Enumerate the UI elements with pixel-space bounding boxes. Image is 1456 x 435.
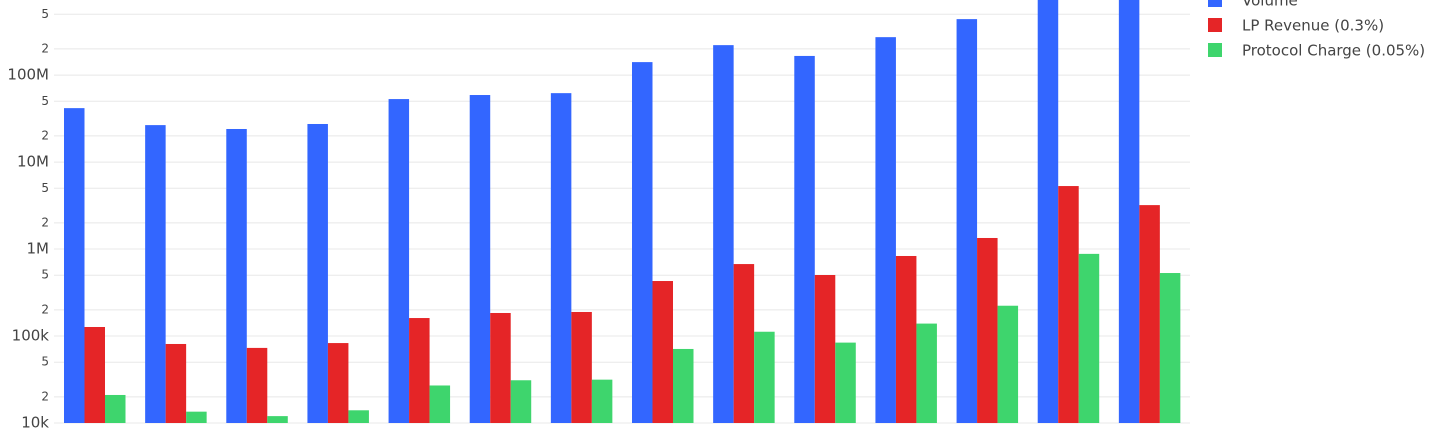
bar	[1078, 253, 1100, 423]
y-tick-label: 2	[41, 302, 49, 316]
bar	[469, 95, 491, 424]
bar	[246, 347, 268, 423]
bar	[591, 379, 613, 423]
y-tick-label: 5	[41, 355, 49, 369]
bar	[145, 125, 166, 423]
bar	[673, 348, 694, 423]
y-tick-label: 2	[41, 389, 49, 403]
bar	[429, 385, 451, 423]
bar	[64, 108, 85, 423]
y-tick-label: 2	[41, 128, 49, 142]
bar	[835, 342, 856, 423]
bar	[267, 416, 288, 423]
legend-swatch	[1208, 43, 1222, 57]
y-tick-label: 5	[41, 94, 49, 108]
y-tick-label: 100k	[12, 327, 50, 345]
bar	[1037, 0, 1059, 424]
y-tick-label: 5	[41, 181, 49, 195]
legend-label: Volume	[1242, 0, 1298, 10]
bar	[327, 343, 349, 423]
bar	[875, 37, 896, 424]
y-tick-label: 1M	[27, 240, 50, 258]
bar	[490, 312, 511, 423]
bar	[916, 323, 937, 423]
bar	[997, 305, 1019, 423]
bar	[409, 318, 430, 423]
y-tick-label: 2	[41, 215, 49, 229]
bar	[1139, 205, 1160, 423]
legend-swatch	[1208, 0, 1222, 7]
bar	[754, 331, 775, 423]
y-tick-label: 10k	[21, 414, 49, 432]
legend-swatch	[1208, 18, 1222, 32]
bar	[652, 281, 673, 423]
bar	[814, 275, 836, 423]
bar	[956, 19, 978, 423]
bar	[571, 311, 592, 423]
y-tick-label: 100M	[7, 66, 49, 84]
y-tick-label: 5	[41, 268, 49, 282]
legend-label: Protocol Charge (0.05%)	[1242, 42, 1425, 60]
y-tick-label: 5	[41, 7, 49, 21]
y-tick-label: 2	[41, 41, 49, 55]
bar	[794, 55, 815, 424]
bar	[895, 255, 917, 423]
bar	[977, 237, 998, 423]
bar	[348, 410, 369, 423]
bar	[388, 99, 410, 424]
bar	[165, 343, 187, 423]
legend-label: LP Revenue (0.3%)	[1242, 17, 1384, 35]
y-tick-label: 10M	[17, 153, 49, 171]
bar	[510, 380, 532, 423]
bar	[1058, 186, 1079, 423]
bar	[186, 411, 207, 423]
bar	[1159, 273, 1181, 423]
bar	[713, 45, 734, 424]
bar	[307, 123, 328, 424]
bar	[550, 93, 572, 424]
bar	[1118, 0, 1140, 423]
bar	[84, 326, 105, 423]
bar	[632, 62, 653, 423]
bar	[226, 128, 247, 423]
bar	[105, 394, 126, 423]
bar	[733, 264, 755, 423]
